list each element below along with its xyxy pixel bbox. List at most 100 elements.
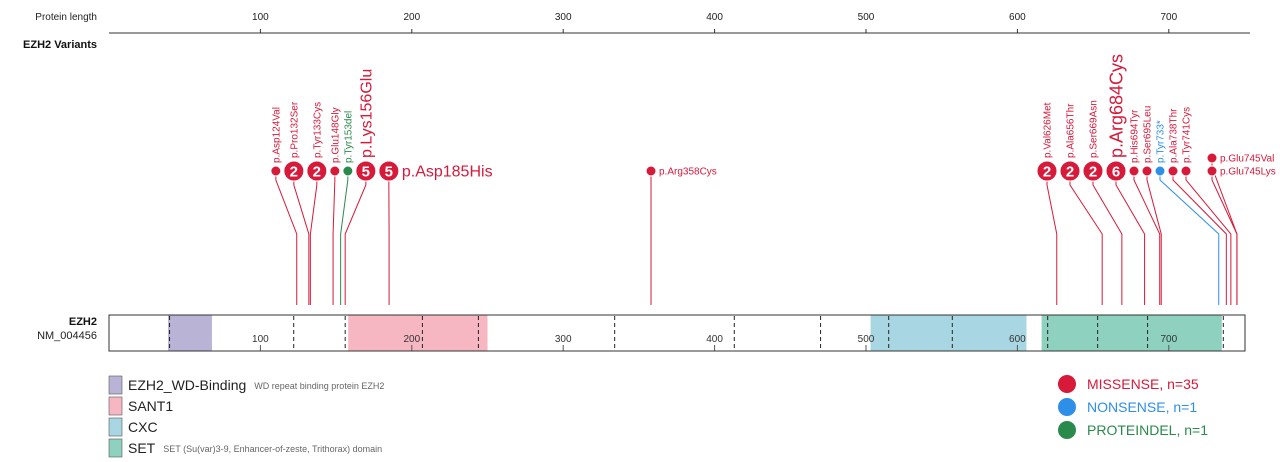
variant-stem: [1146, 171, 1162, 305]
variant-head-p-his694tyr[interactable]: [1128, 165, 1140, 177]
variant-label: p.Ser695Leu: [1143, 106, 1154, 163]
protein-tick-label: 700: [1160, 334, 1177, 345]
variant-head-p-arg684cys[interactable]: [1105, 160, 1127, 182]
variant-count: 2: [1066, 164, 1074, 181]
protein-tick-label: 400: [706, 334, 723, 345]
domain-regions: [168, 315, 1222, 351]
protein-tick-label: 300: [555, 334, 572, 345]
variant-head-p-glu745lys[interactable]: [1206, 165, 1218, 177]
variant-head-p-tyr153del[interactable]: [342, 165, 354, 177]
variant-stem: [340, 171, 349, 305]
axis-tick-label: 200: [403, 12, 420, 23]
variant-stem: [293, 171, 310, 305]
protein-tick-label: 500: [858, 334, 875, 345]
exon-boundaries: [169, 316, 1224, 350]
transcript-label: NM_004456: [37, 330, 97, 342]
legend-domain-name: EZH2_WD-Binding: [128, 377, 246, 393]
variant-stem: [344, 171, 367, 305]
variant-head-p-lys156glu[interactable]: [355, 160, 377, 182]
variant-stem: [1211, 171, 1238, 305]
variant-label: p.Tyr733*: [1156, 120, 1167, 163]
legend-domain-name: SANT1: [128, 398, 173, 414]
variant-label: p.Asp185His: [402, 164, 493, 181]
variant-type-legend: MISSENSE, n=35 NONSENSE, n=1 PROTEINDEL, n…: [1058, 375, 1208, 439]
legend-dot-nonsense: [1058, 398, 1076, 416]
legend-type-label: NONSENSE, n=1: [1087, 399, 1197, 415]
domain-cxc[interactable]: [870, 315, 1027, 351]
variant-label: p.Ser669Asn: [1089, 100, 1100, 158]
variant-head-p-tyr133cys[interactable]: [306, 160, 328, 182]
variant-label: p.Ala656Thr: [1066, 103, 1077, 158]
variant-label: p.Tyr741Cys: [1182, 107, 1193, 163]
legend-type-label: MISSENSE, n=35: [1087, 376, 1199, 392]
axis-tick-label: 700: [1160, 12, 1177, 23]
variant-stem: [309, 171, 318, 305]
protein-tick-label: 200: [403, 334, 420, 345]
variant-head-p-tyr741cys[interactable]: [1180, 165, 1192, 177]
length-axis-ticks: 100 200 300 400 500 600 700: [252, 12, 1178, 33]
legend-domain-name: SET: [128, 440, 156, 456]
variant-count: 2: [313, 164, 321, 181]
axis-tick-label: 300: [555, 12, 572, 23]
variant-label: p.Arg358Cys: [659, 167, 717, 178]
variant-label: p.Tyr133Cys: [312, 102, 323, 158]
variant-stem: [1092, 171, 1123, 305]
variant-head-p-ala738thr[interactable]: [1167, 165, 1179, 177]
legend-domain-description: SET (Su(var)3-9, Enhancer-of-zeste, Trit…: [163, 444, 382, 454]
variant-head-p-pro132ser[interactable]: [283, 160, 305, 182]
variant-stem: [1185, 171, 1232, 305]
protein-tick-label: 100: [252, 334, 269, 345]
legend-domain-name: CXC: [128, 419, 158, 435]
variant-label: p.Ala738Thr: [1169, 108, 1180, 163]
legend-swatch-ezh2-wd-binding: [108, 375, 123, 395]
legend-swatch-set: [108, 438, 123, 458]
legend-dot-missense: [1058, 375, 1076, 393]
variant-label: p.Arg684Cys: [1106, 54, 1126, 158]
variant-label: p.Glu745Val: [1220, 154, 1274, 165]
variant-count: 6: [1112, 164, 1120, 181]
legend-swatch-cxc: [108, 417, 123, 437]
variant-stem: [275, 171, 298, 305]
variant-label: p.Glu148Gly: [330, 107, 341, 163]
variant-label: p.Pro132Ser: [289, 101, 300, 158]
variant-heads: p.Asp124Val 2 p.Pro132Ser 2 p.Tyr133Cys p.Glu…: [270, 54, 1276, 182]
axis-tick-label: 600: [1009, 12, 1026, 23]
variants-track-label: EZH2 Variants: [23, 39, 97, 51]
protein-outline: [108, 314, 1246, 352]
variant-count: 2: [1089, 164, 1097, 181]
variant-count: 2: [290, 164, 298, 181]
domain-ezh2-wd-binding[interactable]: [168, 315, 212, 351]
gene-label: EZH2: [69, 316, 97, 328]
variant-head-p-asp185his[interactable]: [378, 160, 400, 182]
legend-swatch-sant1: [108, 396, 123, 416]
protein-track: 100 200 300 400 500 600 700: [108, 314, 1246, 352]
axis-tick-label: 100: [252, 12, 269, 23]
variant-stem: [1115, 171, 1146, 305]
variant-head-p-glu148gly[interactable]: [329, 165, 341, 177]
variant-head-p-ala656thr[interactable]: [1059, 160, 1081, 182]
variant-head-p-tyr733[interactable]: [1154, 165, 1166, 177]
protein-inner-ticks: 100 200 300 400 500 600 700: [252, 334, 1178, 351]
variant-head-p-ser695leu[interactable]: [1141, 165, 1153, 177]
protein-length-label: Protein length: [35, 12, 97, 23]
domain-legend: EZH2_WD-Binding WD repeat binding protein…: [108, 375, 384, 458]
variant-count: 2: [1043, 164, 1051, 181]
variant-stem: [1159, 171, 1220, 305]
variant-stem: [1069, 171, 1103, 305]
variant-head-p-ser669asn[interactable]: [1082, 160, 1104, 182]
variant-head-p-val626met[interactable]: [1036, 160, 1058, 182]
variant-label: p.Val626Met: [1043, 102, 1054, 158]
variant-stem: [332, 171, 336, 305]
variant-head-p-asp124val[interactable]: [270, 165, 282, 177]
domain-set[interactable]: [1041, 315, 1222, 351]
variant-head-p-glu745val[interactable]: [1206, 152, 1218, 164]
variant-count: 5: [385, 164, 393, 181]
protein-tick-label: 600: [1009, 334, 1026, 345]
variant-count: 5: [362, 164, 370, 181]
domain-sant1[interactable]: [348, 315, 488, 351]
variant-label: p.Lys156Glu: [358, 69, 375, 158]
variant-head-p-arg358cys[interactable]: [645, 165, 657, 177]
axis-tick-label: 400: [706, 12, 723, 23]
variant-label: p.Asp124Val: [271, 107, 282, 163]
